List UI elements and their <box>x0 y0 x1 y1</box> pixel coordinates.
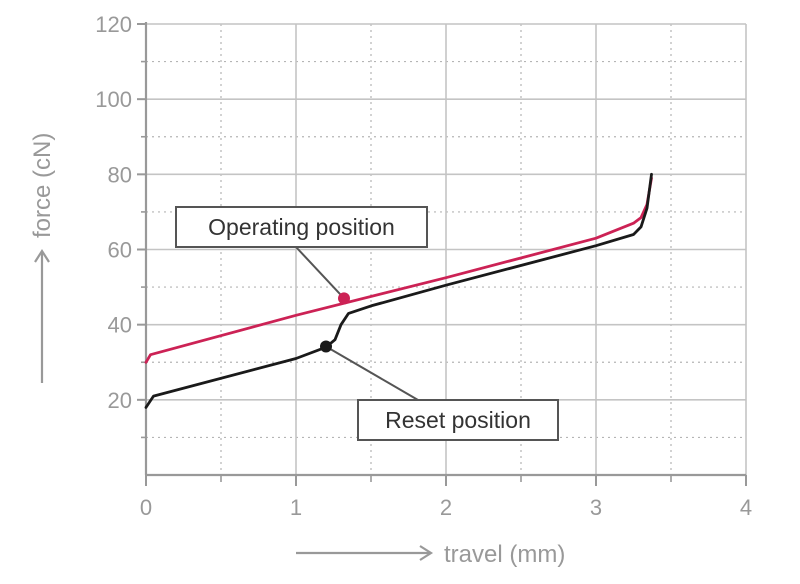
annotations: Operating position Reset position <box>175 206 559 441</box>
tick-labels: 0 1 2 3 4 20 40 60 80 100 120 <box>95 12 752 520</box>
annotation-box <box>175 206 428 248</box>
y-tick-label: 20 <box>108 388 132 413</box>
annotation-point <box>320 340 332 353</box>
annotation-label: Reset position <box>385 407 531 433</box>
series-line <box>144 172 653 409</box>
y-axis-label-group: force (cN) <box>29 133 56 383</box>
y-tick-label: 100 <box>95 87 132 112</box>
annotation-leader-line <box>325 345 419 401</box>
annotation-box <box>357 399 559 441</box>
series-lines <box>144 172 653 409</box>
annotation-leader-line <box>295 246 345 300</box>
y-tick-label: 40 <box>108 313 132 338</box>
x-tick-label: 2 <box>440 495 452 520</box>
axes <box>137 22 747 486</box>
x-axis-label-group: travel (mm) <box>296 541 565 568</box>
x-axis-arrowhead <box>419 545 434 561</box>
x-tick-label: 0 <box>140 495 152 520</box>
grid <box>146 23 747 475</box>
x-tick-label: 3 <box>590 495 602 520</box>
annotation-point <box>338 292 350 305</box>
x-axis-label: travel (mm) <box>444 541 565 568</box>
x-tick-label: 1 <box>290 495 302 520</box>
y-tick-label: 120 <box>95 12 132 37</box>
y-tick-label: 80 <box>108 162 132 187</box>
annotation-label: Operating position <box>208 214 395 240</box>
x-tick-label: 4 <box>740 495 752 520</box>
y-axis-label: force (cN) <box>29 133 56 238</box>
y-axis-arrowhead <box>34 248 50 263</box>
y-tick-label: 60 <box>108 238 132 263</box>
series-line <box>144 176 653 364</box>
